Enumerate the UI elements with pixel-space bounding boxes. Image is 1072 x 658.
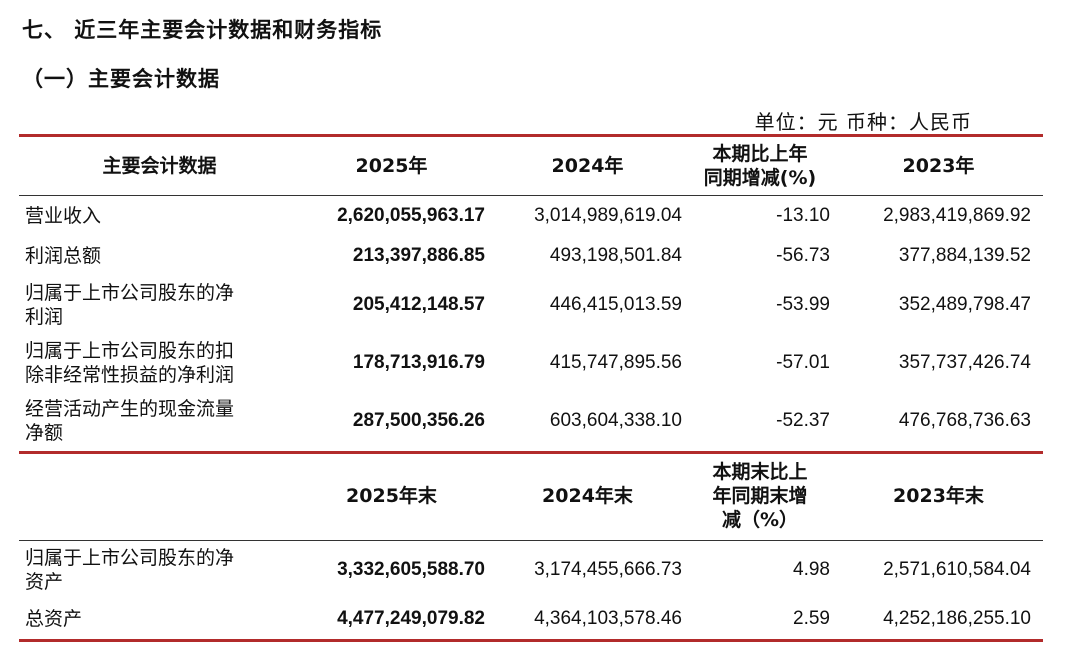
value-change-end: 2.59 — [793, 608, 830, 629]
table-row: 总资产 4,477,249,079.82 4,364,103,578.46 2.… — [19, 600, 1043, 638]
row-label-line1: 经营活动产生的现金流量 — [25, 398, 235, 420]
header-change-end-line3: 减（%） — [721, 508, 799, 531]
row-label: 经营活动产生的现金流量 净额 — [19, 391, 294, 451]
value-2025: 287,500,356.26 — [352, 410, 485, 431]
value-change: -57.01 — [776, 352, 830, 373]
header-2023-end: 2023年末 — [893, 484, 984, 507]
value-2024: 493,198,501.84 — [549, 245, 682, 266]
table-row: 营业收入 2,620,055,963.17 3,014,989,619.04 -… — [19, 195, 1043, 237]
value-2025: 178,713,916.79 — [352, 352, 485, 373]
value-change-end: 4.98 — [793, 559, 830, 580]
value-2024-end: 3,174,455,666.73 — [534, 559, 682, 580]
row-label-line1: 归属于上市公司股东的净 — [25, 282, 235, 304]
value-2024: 446,415,013.59 — [549, 294, 682, 315]
row-label-line1: 总资产 — [25, 608, 83, 630]
row-label: 总资产 — [19, 600, 294, 638]
table-header-row-2: 2025年末 2024年末 本期末比上 年同期末增 减（%） 2023年末 — [19, 451, 1043, 540]
row-label-line1: 归属于上市公司股东的净 — [25, 547, 235, 569]
value-2024: 3,014,989,619.04 — [534, 205, 682, 226]
value-change: -13.10 — [776, 205, 830, 226]
header-2025: 2025年 — [355, 155, 428, 177]
unit-currency-note: 单位：元 币种：人民币 — [754, 110, 972, 134]
section-title: 七、 近三年主要会计数据和财务指标 — [22, 18, 383, 42]
table-middle-rule — [19, 451, 1043, 454]
header-change-line2: 同期增减(%) — [703, 167, 817, 189]
header-2024: 2024年 — [551, 155, 624, 177]
table-bottom-rule — [19, 639, 1043, 642]
table-row: 归属于上市公司股东的扣 除非经常性损益的净利润 178,713,916.79 4… — [19, 335, 1043, 391]
header-change: 本期比上年 同期增减(%) — [686, 137, 834, 195]
value-2023: 476,768,736.63 — [898, 410, 1031, 431]
value-2025: 205,412,148.57 — [352, 294, 485, 315]
row-label-line1: 利润总额 — [25, 245, 102, 267]
header-divider — [19, 195, 1043, 196]
table-row: 归属于上市公司股东的净 利润 205,412,148.57 446,415,01… — [19, 275, 1043, 335]
value-2025: 213,397,886.85 — [352, 245, 485, 266]
value-2023: 2,983,419,869.92 — [883, 205, 1031, 226]
row-label-line2: 除非经常性损益的净利润 — [25, 364, 235, 386]
value-2023-end: 4,252,186,255.10 — [883, 608, 1031, 629]
row-label-line1: 归属于上市公司股东的扣 — [25, 340, 235, 362]
value-2025: 2,620,055,963.17 — [337, 205, 485, 226]
header-change-line1: 本期比上年 — [712, 143, 808, 165]
header-2023: 2023年 — [902, 155, 975, 177]
row-label: 归属于上市公司股东的扣 除非经常性损益的净利润 — [19, 335, 294, 391]
header-divider-2 — [19, 540, 1043, 541]
row-label-line2: 净额 — [25, 422, 64, 444]
header-main-data: 主要会计数据 — [102, 155, 217, 177]
value-2025-end: 3,332,605,588.70 — [337, 559, 485, 580]
table-top-rule — [19, 134, 1043, 137]
value-2023: 377,884,139.52 — [898, 245, 1031, 266]
value-2025-end: 4,477,249,079.82 — [337, 608, 485, 629]
table-row: 经营活动产生的现金流量 净额 287,500,356.26 603,604,33… — [19, 391, 1043, 451]
row-label-line2: 资产 — [25, 571, 64, 593]
row-label-line2: 利润 — [25, 306, 64, 328]
value-2023: 352,489,798.47 — [898, 294, 1031, 315]
table-row: 利润总额 213,397,886.85 493,198,501.84 -56.7… — [19, 237, 1043, 275]
row-label: 利润总额 — [19, 237, 294, 275]
value-2024-end: 4,364,103,578.46 — [534, 608, 682, 629]
row-label: 归属于上市公司股东的净 资产 — [19, 540, 294, 600]
header-2024-end: 2024年末 — [542, 484, 633, 507]
value-2024: 415,747,895.56 — [549, 352, 682, 373]
table-header-row: 主要会计数据 2025年 2024年 本期比上年 同期增减(%) 2023年 — [19, 137, 1043, 195]
header-2025-end: 2025年末 — [346, 484, 437, 507]
row-label: 归属于上市公司股东的净 利润 — [19, 275, 294, 335]
header-change-end: 本期末比上 年同期末增 减（%） — [686, 451, 834, 540]
header2-empty — [19, 451, 294, 540]
value-change: -53.99 — [776, 294, 830, 315]
row-label: 营业收入 — [19, 195, 294, 237]
header-change-end-line1: 本期末比上 — [712, 460, 808, 483]
value-2024: 603,604,338.10 — [549, 410, 682, 431]
value-change: -52.37 — [776, 410, 830, 431]
value-2023-end: 2,571,610,584.04 — [883, 559, 1031, 580]
financial-data-table: 主要会计数据 2025年 2024年 本期比上年 同期增减(%) 2023年 营… — [19, 137, 1043, 638]
value-change: -56.73 — [776, 245, 830, 266]
table-row: 归属于上市公司股东的净 资产 3,332,605,588.70 3,174,45… — [19, 540, 1043, 600]
sub-title: （一）主要会计数据 — [22, 67, 220, 91]
row-label-line1: 营业收入 — [25, 205, 102, 227]
header-change-end-line2: 年同期末增 — [712, 484, 808, 507]
value-2023: 357,737,426.74 — [898, 352, 1031, 373]
